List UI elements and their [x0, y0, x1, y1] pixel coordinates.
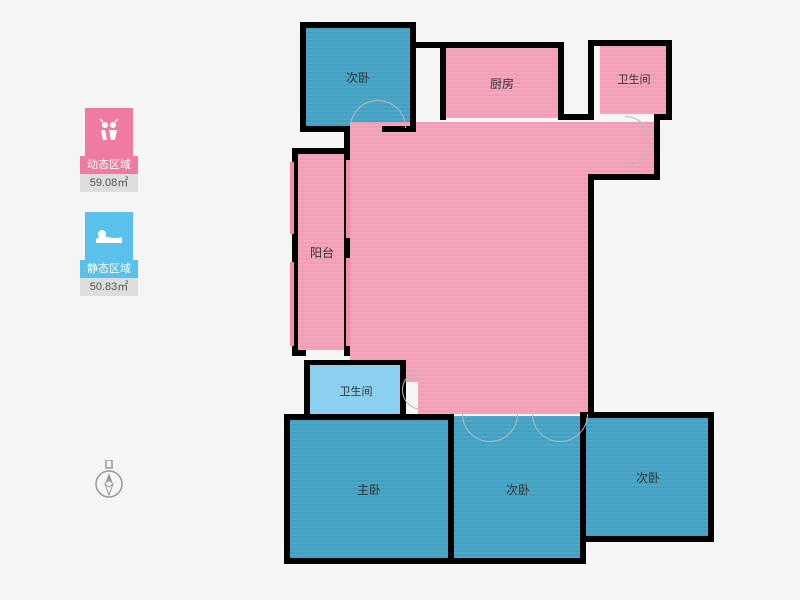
- room-master: 主卧: [288, 418, 450, 560]
- wall: [410, 22, 416, 128]
- floorplan: 次卧 厨房 卫生间 阳台 卫生间 主卧 次卧 次卧: [270, 18, 710, 578]
- wall: [304, 360, 310, 420]
- wall: [708, 412, 714, 542]
- wall: [292, 350, 306, 356]
- legend-dynamic-label: 动态区域: [80, 156, 138, 174]
- room-bedroom-br: 次卧: [586, 416, 710, 538]
- wall: [588, 40, 672, 46]
- wall: [666, 40, 672, 118]
- room-balcony: 阳台: [296, 154, 348, 350]
- legend-static: 静态区域 50.83㎡: [80, 212, 138, 296]
- legend-static-value: 50.83㎡: [80, 278, 138, 296]
- room-label: 阳台: [310, 244, 334, 261]
- room-living: [350, 122, 590, 382]
- door-arc: [600, 116, 650, 166]
- compass-icon: [92, 460, 126, 494]
- wall: [284, 414, 290, 564]
- room-label: 卫生间: [618, 71, 651, 87]
- room-label: 次卧: [636, 469, 660, 486]
- wall: [588, 174, 594, 414]
- accent: [290, 162, 294, 234]
- accent: [290, 262, 294, 346]
- room-kitchen: 厨房: [444, 48, 560, 118]
- sleep-icon: [85, 212, 133, 260]
- door-arc: [350, 100, 406, 156]
- wall: [582, 536, 714, 542]
- wall: [448, 414, 454, 564]
- people-icon: [85, 108, 133, 156]
- legend: 动态区域 59.08㎡ 静态区域 50.83㎡: [80, 108, 138, 316]
- wall: [292, 148, 350, 154]
- wall: [284, 414, 454, 420]
- wall: [588, 40, 594, 120]
- wall: [304, 360, 406, 365]
- room-label: 主卧: [357, 481, 381, 498]
- wall: [588, 174, 660, 180]
- wall: [450, 558, 586, 564]
- wall: [582, 412, 714, 418]
- wall: [306, 126, 350, 132]
- legend-dynamic-value: 59.08㎡: [80, 174, 138, 192]
- room-label: 次卧: [506, 481, 530, 498]
- wall: [440, 42, 446, 120]
- accent: [346, 258, 350, 346]
- wall: [300, 22, 306, 132]
- wall: [558, 42, 564, 120]
- legend-dynamic: 动态区域 59.08㎡: [80, 108, 138, 192]
- door-arc: [402, 370, 442, 410]
- room-label: 次卧: [346, 69, 370, 86]
- room-bath-top: 卫生间: [600, 44, 668, 114]
- door-arc: [532, 386, 588, 442]
- wall: [284, 558, 454, 564]
- room-bath-mid: 卫生间: [310, 364, 402, 418]
- room-label: 卫生间: [340, 383, 373, 399]
- door-arc: [462, 386, 518, 442]
- wall: [300, 22, 416, 28]
- wall: [440, 42, 564, 48]
- room-label: 厨房: [490, 75, 514, 92]
- wall: [654, 114, 660, 180]
- accent: [346, 160, 350, 238]
- legend-static-label: 静态区域: [80, 260, 138, 278]
